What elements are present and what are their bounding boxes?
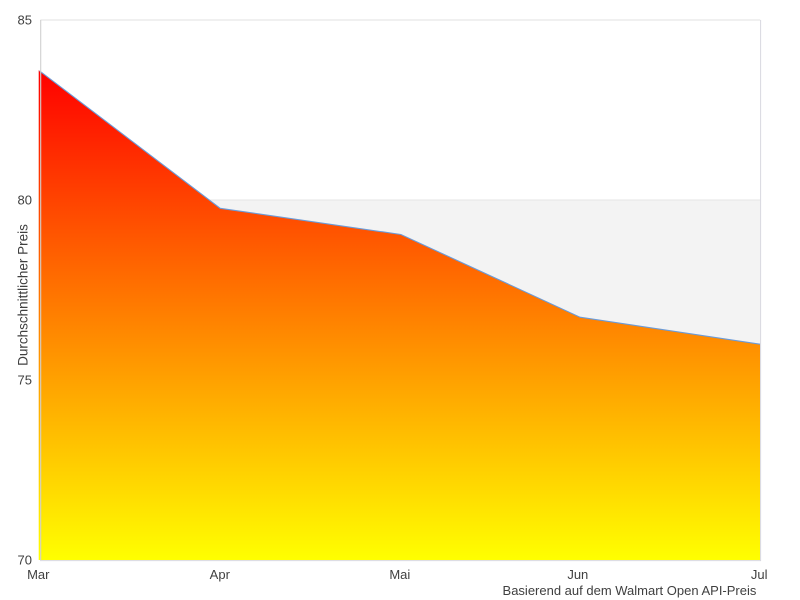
- svg-text:Jun: Jun: [567, 567, 588, 582]
- svg-text:Durchschnittlicher Preis: Durchschnittlicher Preis: [16, 224, 31, 366]
- svg-text:Jul: Jul: [751, 567, 768, 582]
- svg-text:75: 75: [18, 373, 32, 388]
- svg-text:Apr: Apr: [210, 567, 231, 582]
- svg-text:Basierend auf dem Walmart Open: Basierend auf dem Walmart Open API-Preis: [503, 583, 757, 598]
- svg-text:Mar: Mar: [27, 567, 50, 582]
- svg-text:Mai: Mai: [389, 567, 410, 582]
- svg-text:70: 70: [18, 553, 32, 568]
- svg-text:85: 85: [18, 13, 32, 28]
- svg-text:80: 80: [18, 193, 32, 208]
